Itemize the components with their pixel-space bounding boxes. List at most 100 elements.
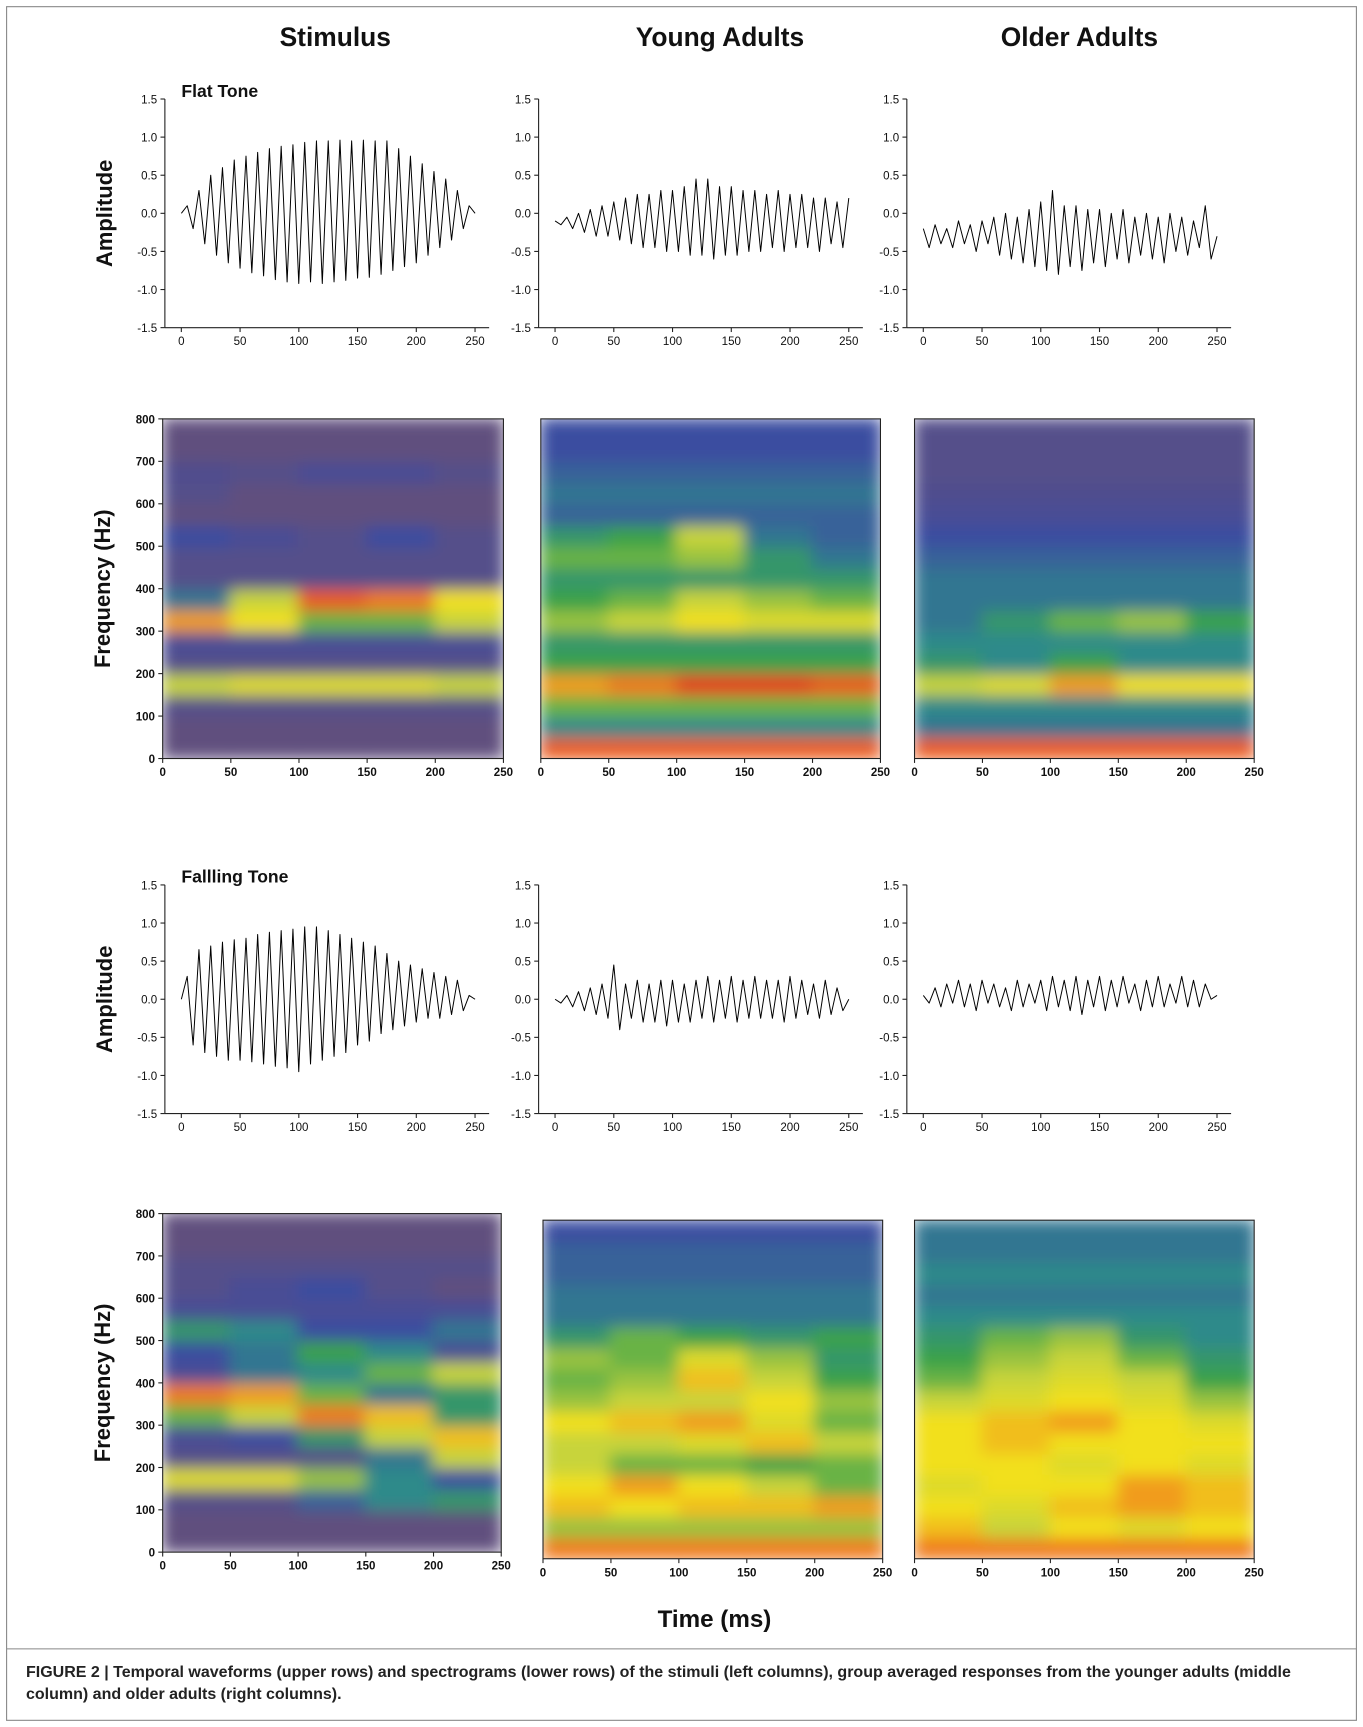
heatmap-cell	[366, 651, 437, 675]
y-tick-label: -1.0	[511, 1071, 531, 1083]
heatmap-cell	[1185, 545, 1255, 569]
heatmap-cell	[366, 523, 437, 548]
y-tick-label: 300	[136, 627, 155, 639]
heatmap-cell	[745, 1220, 816, 1243]
heatmap-cell	[1185, 460, 1255, 484]
heatmap-cell	[432, 1297, 502, 1321]
heatmap-cell	[1117, 502, 1188, 527]
x-tick-label: 100	[288, 1561, 307, 1573]
heatmap	[914, 1220, 1255, 1559]
x-tick-label: 0	[552, 1122, 558, 1134]
heatmap-cell	[1117, 1220, 1188, 1243]
waveform	[180, 926, 476, 1073]
x-tick-label: 150	[737, 1567, 756, 1579]
heatmap-cell	[297, 1233, 367, 1258]
heatmap-cell	[543, 1430, 613, 1455]
heatmap-cell	[609, 1367, 680, 1391]
heatmap-cell	[675, 608, 746, 633]
y-tick-label: 200	[136, 669, 155, 681]
y-tick-label: 1.0	[515, 133, 531, 145]
plot-frame	[540, 418, 882, 760]
heatmap-cell	[1185, 1346, 1255, 1370]
heatmap-cell	[543, 1451, 613, 1476]
heatmap-cell	[813, 1494, 883, 1518]
x-tick-label: 100	[663, 336, 682, 348]
x-tick-label: 100	[1041, 767, 1060, 779]
heatmap-cell	[1185, 1261, 1255, 1285]
heatmap-cell	[432, 1360, 502, 1384]
heatmap-cell	[366, 545, 437, 569]
heatmap-cell	[675, 545, 746, 569]
heatmap-cell	[1117, 608, 1188, 633]
heatmap-cell	[1185, 1494, 1255, 1518]
heatmap-cell	[432, 1402, 502, 1427]
panel: 0 50 100 150 200 250 0 100 200 300 400 500 600 700 800…	[90, 1209, 511, 1573]
heatmap-cell	[981, 1324, 1052, 1349]
x-tick-label: 100	[669, 1567, 688, 1579]
heatmap-cell	[607, 439, 678, 463]
heatmap-cell	[1185, 418, 1255, 442]
heatmap-cell	[677, 1324, 748, 1349]
caption: FIGURE 2 | Temporal waveforms (upper row…	[26, 1664, 1291, 1703]
heatmap-cell	[675, 672, 746, 696]
heatmap-cell	[745, 1430, 816, 1455]
y-tick-label: 1.5	[883, 880, 899, 892]
heatmap-cell	[745, 1324, 816, 1349]
x-tick-label: 150	[1090, 1122, 1109, 1134]
heatmap-cell	[914, 1240, 984, 1264]
y-tick-label: -1.5	[137, 1109, 157, 1121]
heatmap-cells	[543, 1220, 883, 1559]
x-tick-label: 250	[873, 1567, 892, 1579]
heatmap-cell	[162, 672, 232, 696]
y-axis-label: Frequency (Hz)	[90, 509, 115, 668]
heatmap-cell	[434, 714, 504, 739]
heatmap-cell	[229, 1529, 300, 1553]
heatmap-cell	[297, 693, 369, 718]
y-tick-label: 600	[136, 499, 155, 511]
heatmap-cell	[1185, 502, 1255, 527]
heatmap-cell	[607, 630, 678, 654]
heatmap-cell	[540, 672, 610, 696]
panel: 0 50 100 150 200 250 -1.5 -1.0 -0.5 0.0 0.5 1.0 1.5 A…	[92, 81, 490, 348]
heatmap-cell	[813, 1409, 883, 1433]
heatmap-cell	[543, 1515, 613, 1539]
y-tick-label: -1.5	[137, 323, 157, 335]
heatmap-cell	[743, 439, 814, 463]
heatmap-cell	[434, 693, 504, 718]
heatmap-cell	[811, 481, 881, 505]
heatmap-cell	[609, 1494, 680, 1518]
heatmap-cell	[364, 1360, 435, 1384]
x-tick-label: 250	[494, 767, 513, 779]
x-tick-label: 200	[803, 767, 822, 779]
heatmap-cell	[297, 439, 369, 463]
y-tick-label: -1.0	[137, 285, 157, 297]
x-tick-label: 100	[663, 1122, 682, 1134]
x-tick-label: 200	[424, 1561, 443, 1573]
heatmap-cell	[607, 523, 678, 548]
heatmap-cell	[675, 418, 746, 442]
heatmap-cell	[813, 1324, 883, 1349]
heatmap-cell	[229, 1508, 300, 1533]
heatmap-cell	[229, 1318, 300, 1342]
heatmap-cell	[981, 1261, 1052, 1285]
heatmap-cell	[432, 1233, 502, 1258]
heatmap-cell	[607, 672, 678, 696]
heatmap-cell	[297, 1254, 367, 1279]
heatmap-cell	[1049, 502, 1120, 527]
x-tick-label: 0	[540, 1567, 546, 1579]
heatmap-cell	[914, 1515, 984, 1539]
heatmap-cell	[162, 1487, 232, 1511]
heatmap-cell	[745, 1261, 816, 1285]
heatmap-cell	[677, 1515, 748, 1539]
heatmap-cell	[1185, 481, 1255, 505]
heatmap-cell	[914, 587, 984, 612]
y-tick-label: 400	[136, 584, 155, 596]
heatmap-cell	[743, 693, 814, 718]
heatmap-cell	[366, 566, 437, 590]
x-tick-label: 250	[839, 336, 858, 348]
heatmap-cell	[432, 1318, 502, 1342]
x-tick-label: 250	[1207, 336, 1226, 348]
x-tick-label: 200	[1149, 336, 1168, 348]
heatmap-cell	[609, 1303, 680, 1328]
column-title: Older Adults	[1001, 22, 1158, 52]
